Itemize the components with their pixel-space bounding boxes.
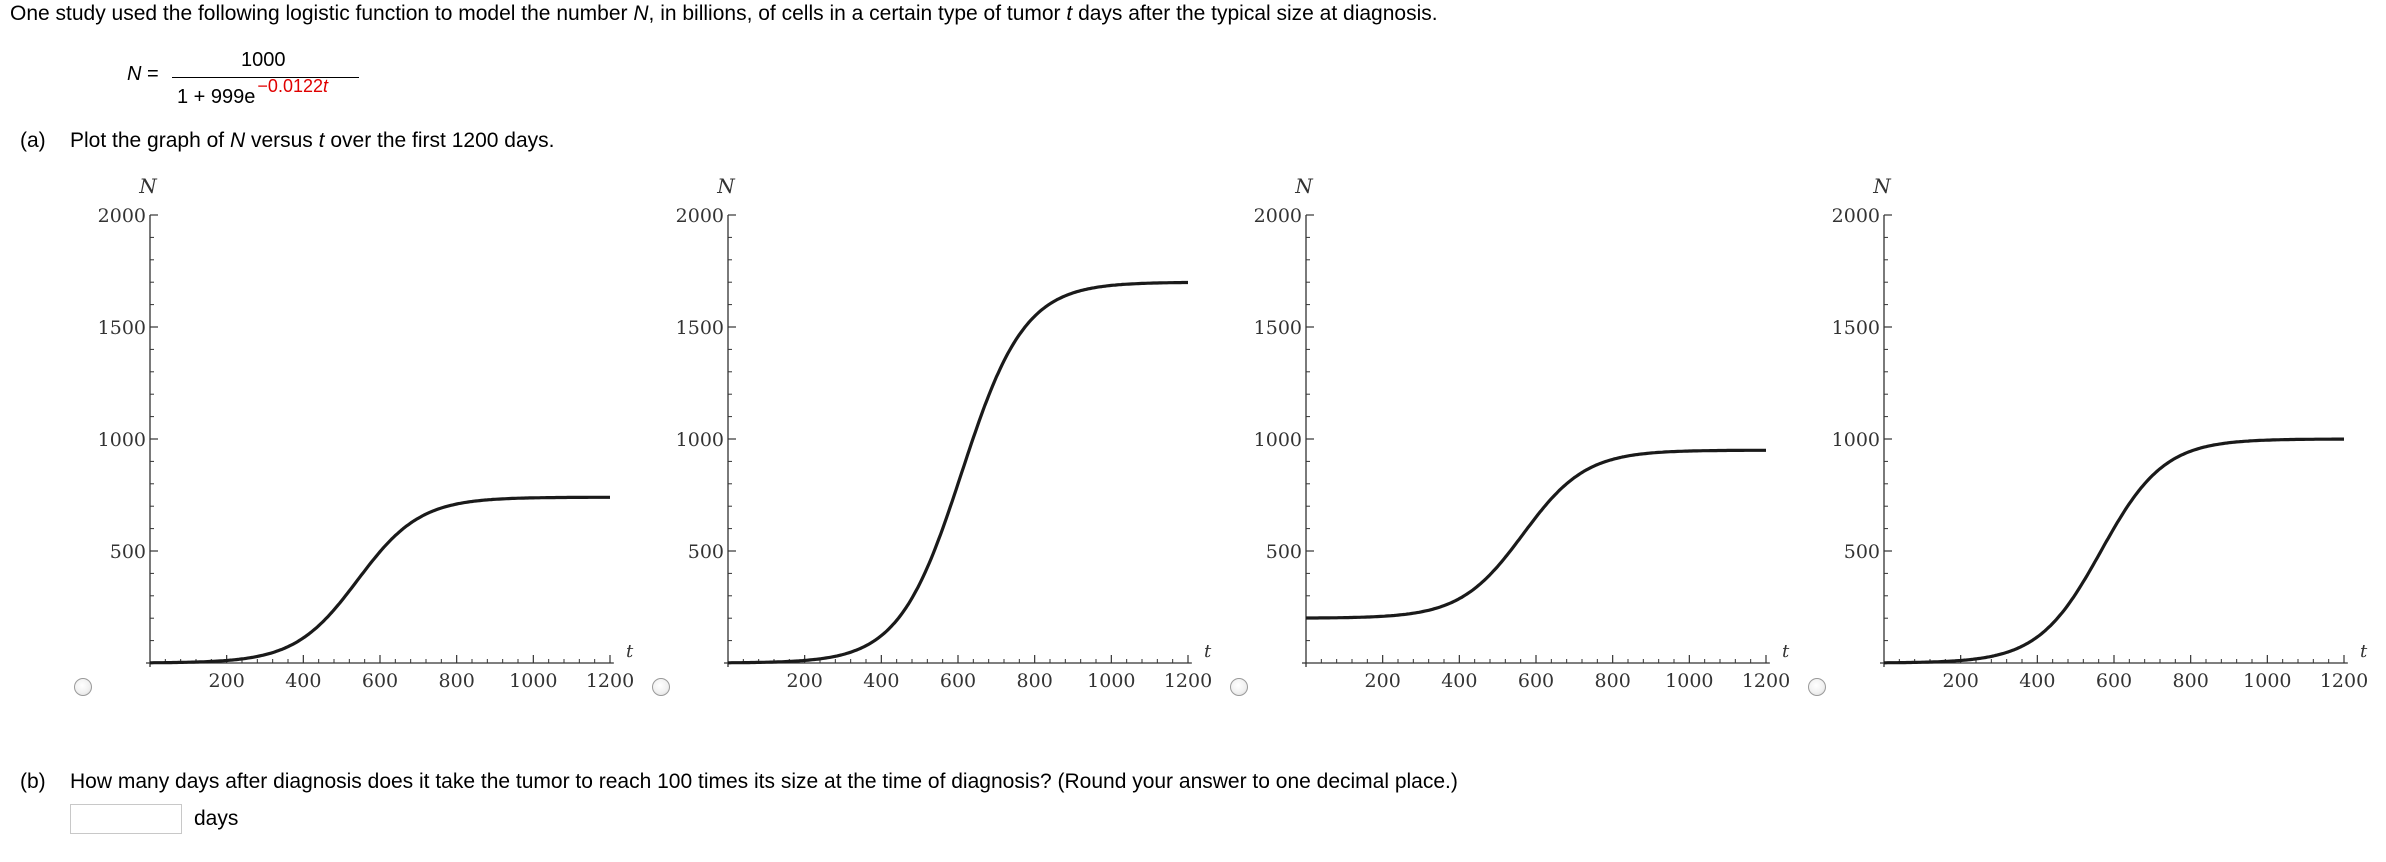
y-tick-label: 1500 <box>1254 317 1302 339</box>
formula-numerator: 1000 <box>241 49 286 71</box>
fraction-bar <box>172 77 359 78</box>
y-axis-label: N <box>1872 174 1892 198</box>
x-axis-label: t <box>1782 641 1790 662</box>
y-axis-label: N <box>138 174 158 198</box>
question-intro: One study used the following logistic fu… <box>10 2 1438 26</box>
part-a-text-3: over the first 1200 days. <box>324 129 555 152</box>
y-tick-label: 1500 <box>1832 317 1880 339</box>
part-a-var-n: N <box>229 129 246 152</box>
formula-var-n: N <box>127 63 142 85</box>
part-a-var-t: t <box>318 129 325 152</box>
part-b-text: How many days after diagnosis does it ta… <box>70 770 1458 793</box>
x-axis-label: t <box>626 641 634 662</box>
y-tick-label: 500 <box>1266 541 1302 563</box>
formula-lhs: N = <box>127 63 159 86</box>
part-a-text-1: Plot the graph of <box>70 129 230 152</box>
intro-var-t: t <box>1066 2 1073 25</box>
x-tick-label: 1000 <box>509 670 557 692</box>
part-b-prompt: (b) How many days after diagnosis does it… <box>20 770 1458 794</box>
part-a-prompt: (a) Plot the graph of N versus t over the… <box>20 129 554 153</box>
curve-line <box>150 495 610 665</box>
y-tick-label: 2000 <box>1254 205 1302 227</box>
y-tick-label: 1000 <box>1832 429 1880 451</box>
x-tick-label: 600 <box>2096 670 2132 692</box>
y-tick-label: 1000 <box>676 429 724 451</box>
curve-line <box>1306 448 1766 620</box>
x-tick-label: 400 <box>1441 670 1477 692</box>
part-a-label: (a) <box>20 129 46 152</box>
intro-var-n: N <box>633 2 649 25</box>
y-tick-label: 1000 <box>1254 429 1302 451</box>
y-tick-label: 1000 <box>98 429 146 451</box>
y-tick-label: 2000 <box>98 205 146 227</box>
x-tick-label: 800 <box>1595 670 1631 692</box>
y-tick-label: 500 <box>110 541 146 563</box>
curve-line <box>728 280 1188 665</box>
y-tick-label: 500 <box>688 541 724 563</box>
y-axis-label: N <box>716 174 736 198</box>
answer-units: days <box>194 807 239 830</box>
x-tick-label: 600 <box>940 670 976 692</box>
y-tick-label: 1500 <box>676 317 724 339</box>
formula-equals: = <box>141 63 159 85</box>
intro-text-3: days after the typical size at diagnosis… <box>1072 2 1438 25</box>
x-axis-label: t <box>1204 641 1212 662</box>
x-tick-label: 1200 <box>1164 670 1212 692</box>
answer-input[interactable] <box>70 804 182 834</box>
x-tick-label: 1000 <box>1665 670 1713 692</box>
x-tick-label: 1200 <box>586 670 634 692</box>
y-tick-label: 2000 <box>676 205 724 227</box>
x-tick-label: 400 <box>863 670 899 692</box>
y-tick-label: 1500 <box>98 317 146 339</box>
radio-option-1[interactable] <box>74 678 92 696</box>
formula-exponent-coef: −0.0122 <box>257 76 323 96</box>
part-a-text-2: versus <box>245 129 319 152</box>
x-tick-label: 400 <box>2019 670 2055 692</box>
formula-exponent-var: t <box>323 76 329 96</box>
x-tick-label: 1200 <box>1742 670 1790 692</box>
graph-option-3: 200 400 600 800 1000 1200 500 1000 1500 2000 t N <box>1254 174 1791 692</box>
y-tick-label: 2000 <box>1832 205 1880 227</box>
x-tick-label: 200 <box>209 670 245 692</box>
part-b-label: (b) <box>20 770 46 793</box>
radio-option-4[interactable] <box>1808 678 1826 696</box>
x-tick-label: 1000 <box>2243 670 2291 692</box>
x-tick-label: 200 <box>787 670 823 692</box>
y-tick-label: 500 <box>1844 541 1880 563</box>
x-tick-label: 1200 <box>2320 670 2368 692</box>
x-tick-label: 600 <box>362 670 398 692</box>
x-tick-label: 800 <box>2173 670 2209 692</box>
intro-text-1: One study used the following logistic fu… <box>10 2 634 25</box>
x-tick-label: 200 <box>1943 670 1979 692</box>
x-tick-label: 200 <box>1365 670 1401 692</box>
formula-denominator-base: 1 + 999e <box>177 86 256 108</box>
x-tick-label: 800 <box>439 670 475 692</box>
intro-text-2: , in billions, of cells in a certain typ… <box>648 2 1067 25</box>
x-tick-label: 1000 <box>1087 670 1135 692</box>
x-tick-label: 400 <box>285 670 321 692</box>
x-tick-label: 800 <box>1017 670 1053 692</box>
graph-option-4: 200 400 600 800 1000 1200 500 1000 1500 2000 t N <box>1832 174 2369 692</box>
radio-option-3[interactable] <box>1230 678 1248 696</box>
formula-denominator: 1 + 999e −0.0122t <box>177 76 328 109</box>
x-tick-label: 600 <box>1518 670 1554 692</box>
x-axis-label: t <box>2360 641 2368 662</box>
graph-option-1: 200 400 600 800 1000 1200 500 1000 1500 2000 t N <box>98 174 635 692</box>
radio-option-2[interactable] <box>652 678 670 696</box>
graph-option-2: 200 400 600 800 1000 1200 500 1000 1500 2000 t N <box>676 174 1213 692</box>
y-axis-label: N <box>1294 174 1314 198</box>
curve-line <box>1884 437 2344 665</box>
formula-exponent: −0.0122t <box>257 76 328 96</box>
